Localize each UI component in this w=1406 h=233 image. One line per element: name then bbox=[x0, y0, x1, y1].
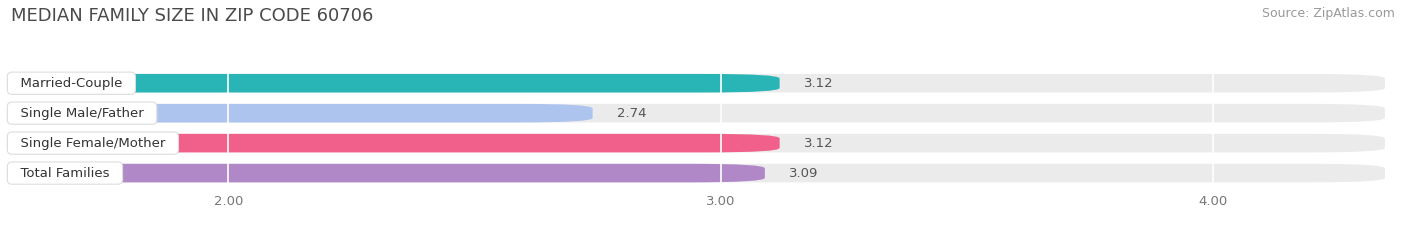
Text: MEDIAN FAMILY SIZE IN ZIP CODE 60706: MEDIAN FAMILY SIZE IN ZIP CODE 60706 bbox=[11, 7, 374, 25]
Text: 3.09: 3.09 bbox=[789, 167, 818, 180]
Text: Total Families: Total Families bbox=[11, 167, 118, 180]
FancyBboxPatch shape bbox=[7, 74, 779, 93]
FancyBboxPatch shape bbox=[7, 104, 1385, 123]
Text: Single Female/Mother: Single Female/Mother bbox=[11, 137, 174, 150]
FancyBboxPatch shape bbox=[7, 164, 765, 182]
Text: 3.12: 3.12 bbox=[804, 137, 834, 150]
FancyBboxPatch shape bbox=[7, 104, 593, 123]
Text: 2.74: 2.74 bbox=[617, 107, 647, 120]
Text: Source: ZipAtlas.com: Source: ZipAtlas.com bbox=[1261, 7, 1395, 20]
FancyBboxPatch shape bbox=[7, 164, 1385, 182]
FancyBboxPatch shape bbox=[7, 74, 1385, 93]
Text: Single Male/Father: Single Male/Father bbox=[11, 107, 152, 120]
FancyBboxPatch shape bbox=[7, 134, 779, 152]
FancyBboxPatch shape bbox=[7, 134, 1385, 152]
Text: Married-Couple: Married-Couple bbox=[11, 77, 131, 90]
Text: 3.12: 3.12 bbox=[804, 77, 834, 90]
